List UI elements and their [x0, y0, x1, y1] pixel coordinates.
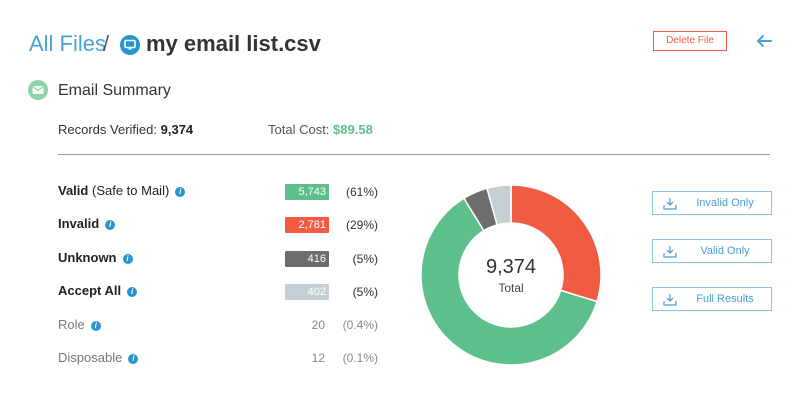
row-unknown-title: Unknown [58, 250, 117, 265]
donut-slice-valid [420, 197, 598, 366]
role-count: 20 [311, 318, 325, 332]
row-label-unknown: Unknown i [58, 250, 133, 265]
breadcrumb-all-files-link[interactable]: All Files [29, 31, 107, 56]
valid-percentage: (61%) [345, 185, 378, 199]
section-title: Email Summary [58, 82, 171, 99]
info-icon[interactable]: i [175, 187, 186, 197]
info-icon[interactable]: i [90, 321, 101, 331]
envelope-icon [28, 80, 48, 100]
info-icon[interactable]: i [105, 220, 116, 230]
records-verified-value: 9,374 [160, 122, 194, 137]
records-verified: Records Verified: 9,374 [58, 122, 193, 137]
divider [58, 154, 770, 155]
download-icon [663, 294, 677, 306]
accept-all-count-badge: 402 [285, 284, 329, 300]
invalid-count-badge: 2,781 [285, 217, 329, 233]
back-arrow-icon[interactable] [754, 31, 774, 51]
info-icon[interactable]: i [128, 354, 139, 364]
accept-all-percentage: (5%) [352, 285, 378, 299]
row-disposable-title: Disposable [58, 350, 123, 365]
total-cost-value: $89.58 [333, 122, 373, 137]
download-valid-only-label: Valid Only [700, 245, 750, 257]
row-label-valid: Valid (Safe to Mail) i [58, 183, 186, 198]
row-label-invalid: Invalid i [58, 216, 116, 231]
download-invalid-only-label: Invalid Only [696, 197, 754, 209]
records-verified-label: Records Verified: [58, 122, 157, 137]
row-accept-all-title: Accept All [58, 283, 122, 298]
disposable-count: 12 [311, 351, 325, 365]
donut-chart [420, 184, 602, 366]
download-icon [663, 198, 677, 210]
total-cost: Total Cost: $89.58 [268, 122, 373, 137]
total-cost-label: Total Cost: [268, 122, 330, 137]
page-title: my email list.csv [146, 31, 321, 56]
row-label-accept-all: Accept All i [58, 283, 138, 298]
donut-slice-invalid [510, 184, 602, 303]
donut-total-value: 9,374 [485, 256, 537, 278]
row-invalid-title: Invalid [58, 216, 100, 231]
row-label-role: Role i [58, 317, 101, 332]
download-invalid-only-button[interactable]: Invalid Only [652, 191, 772, 215]
row-role-title: Role [58, 317, 85, 332]
row-label-disposable: Disposable i [58, 350, 139, 365]
download-valid-only-button[interactable]: Valid Only [652, 239, 772, 263]
row-valid-title: Valid [58, 183, 89, 198]
download-full-results-button[interactable]: Full Results [652, 287, 772, 311]
download-full-results-label: Full Results [696, 293, 754, 305]
role-percentage: (0.4%) [342, 318, 378, 332]
donut-slice-accept-all [486, 184, 512, 226]
monitor-icon [120, 35, 140, 55]
download-icon [663, 246, 677, 258]
row-valid-subtitle: (Safe to Mail) [91, 183, 170, 198]
delete-file-button[interactable]: Delete File [653, 31, 727, 51]
invalid-percentage: (29%) [345, 218, 378, 232]
breadcrumb-separator: / [103, 31, 110, 56]
donut-total-label: Total [498, 281, 524, 295]
unknown-count-badge: 416 [285, 251, 329, 267]
info-icon[interactable]: i [122, 254, 133, 264]
disposable-percentage: (0.1%) [342, 351, 378, 365]
unknown-percentage: (5%) [352, 252, 378, 266]
info-icon[interactable]: i [127, 287, 138, 297]
valid-count-badge: 5,743 [285, 184, 329, 200]
